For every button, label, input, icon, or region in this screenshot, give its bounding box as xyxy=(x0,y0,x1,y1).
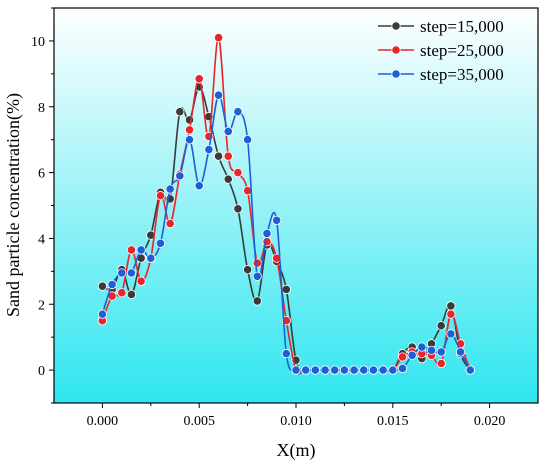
data-point xyxy=(446,301,456,311)
data-point xyxy=(436,347,446,357)
data-point xyxy=(272,253,282,263)
series-line xyxy=(101,94,471,373)
data-point xyxy=(155,191,166,201)
x-tick-label: 0.000 xyxy=(87,414,119,429)
data-point xyxy=(397,363,408,374)
legend-marker xyxy=(391,21,401,31)
data-point xyxy=(436,321,446,331)
data-point xyxy=(97,309,108,319)
data-point xyxy=(397,352,408,362)
data-point xyxy=(310,365,320,375)
data-point xyxy=(243,135,253,145)
data-point xyxy=(233,107,243,117)
data-point xyxy=(117,288,127,298)
data-point xyxy=(136,245,146,255)
data-point xyxy=(436,358,446,369)
data-point xyxy=(243,265,253,275)
y-tick-label: 10 xyxy=(31,35,45,50)
legend-label: step=25,000 xyxy=(420,41,504,60)
x-axis-title: X(m) xyxy=(277,440,316,461)
data-point xyxy=(388,365,398,375)
data-point xyxy=(213,151,224,161)
data-point xyxy=(417,342,427,352)
data-point xyxy=(165,184,175,194)
legend-item: step=35,000 xyxy=(378,65,504,84)
y-axis-title: Sand particle concentration(%) xyxy=(3,93,24,317)
data-point xyxy=(320,365,330,375)
data-point xyxy=(136,276,146,286)
data-point xyxy=(126,268,137,278)
y-tick-label: 8 xyxy=(38,101,45,116)
data-point xyxy=(426,345,437,355)
x-axis-ticks: 0.000 0.005 0.010 0.015 0.020 xyxy=(87,403,506,429)
x-tick-label: 0.005 xyxy=(183,414,215,429)
y-tick-label: 2 xyxy=(38,298,45,313)
legend-item: step=25,000 xyxy=(378,41,504,60)
data-point xyxy=(281,284,291,295)
data-point xyxy=(146,253,156,263)
data-point xyxy=(204,144,214,155)
y-axis-ticks: 0 2 4 6 8 10 xyxy=(31,7,54,404)
data-point xyxy=(359,365,369,375)
data-point xyxy=(262,228,272,239)
data-point xyxy=(291,365,301,375)
data-point xyxy=(175,171,185,181)
series-layer xyxy=(97,33,475,375)
legend: step=15,000 step=25,000 step=35,000 xyxy=(378,17,504,84)
legend-label: step=15,000 xyxy=(420,17,504,36)
legend-marker xyxy=(391,45,401,55)
y-tick-label: 0 xyxy=(38,364,45,379)
data-point xyxy=(252,296,262,306)
data-point xyxy=(455,347,466,357)
y-tick-label: 6 xyxy=(38,167,45,182)
data-point xyxy=(349,365,359,375)
data-point xyxy=(194,181,204,191)
data-point xyxy=(281,349,291,359)
data-point xyxy=(272,215,282,225)
data-point xyxy=(252,271,262,281)
data-point xyxy=(126,245,137,255)
data-point xyxy=(184,135,195,145)
data-point xyxy=(223,174,233,184)
y-tick-label: 4 xyxy=(38,232,45,247)
data-point xyxy=(126,289,137,299)
x-tick-label: 0.015 xyxy=(377,414,409,429)
data-point xyxy=(252,258,262,268)
data-point xyxy=(446,309,456,319)
data-point xyxy=(165,219,175,229)
data-point xyxy=(107,279,117,290)
series-3 xyxy=(97,90,475,375)
data-point xyxy=(233,167,243,178)
legend-marker xyxy=(391,69,401,79)
data-point xyxy=(339,365,349,375)
data-point xyxy=(223,151,233,161)
data-point xyxy=(330,365,340,375)
data-point xyxy=(378,365,388,375)
data-point xyxy=(368,365,379,375)
data-point xyxy=(194,74,204,84)
data-point xyxy=(184,115,195,125)
x-tick-label: 0.010 xyxy=(280,414,312,429)
data-point xyxy=(175,107,185,117)
data-point xyxy=(301,365,311,375)
data-point xyxy=(233,204,243,214)
legend-item: step=15,000 xyxy=(378,17,504,36)
data-point xyxy=(184,125,195,135)
data-point xyxy=(117,268,127,278)
data-point xyxy=(465,365,475,375)
data-point xyxy=(213,33,224,43)
data-point xyxy=(407,350,417,360)
data-point xyxy=(213,90,224,100)
legend-label: step=35,000 xyxy=(420,65,504,84)
data-point xyxy=(223,126,233,137)
data-point xyxy=(155,238,166,248)
data-point xyxy=(97,281,108,291)
x-tick-label: 0.020 xyxy=(474,414,506,429)
data-point xyxy=(446,329,456,339)
